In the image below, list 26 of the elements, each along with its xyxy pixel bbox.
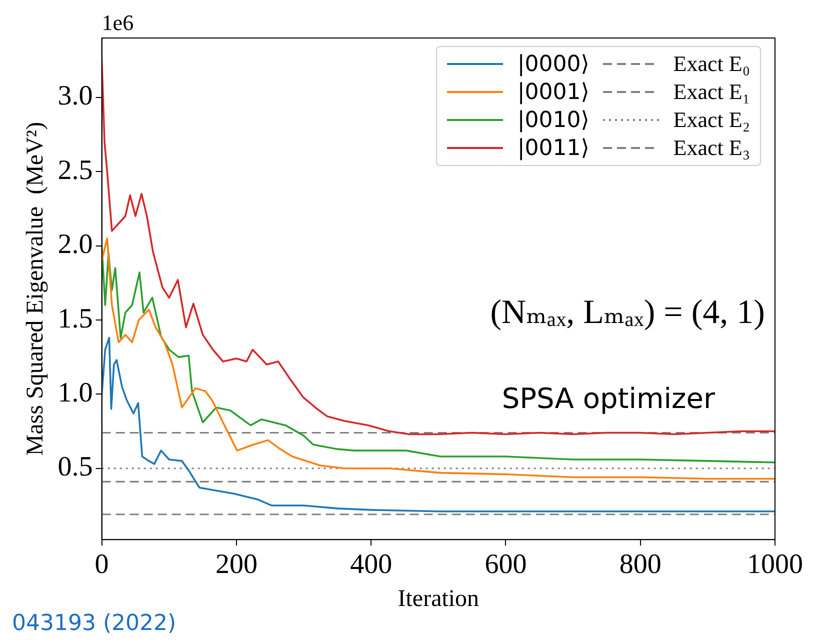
x-tick-label: 1000 — [747, 548, 803, 580]
legend-label: |0010⟩ — [517, 108, 590, 132]
y-tick-label: 1.5 — [58, 303, 93, 334]
legend-label: Exact E₁ — [673, 79, 750, 105]
y-tick-label: 1.0 — [58, 378, 93, 409]
x-tick-label: 600 — [484, 548, 527, 580]
y-tick-label: 2.0 — [58, 229, 93, 260]
x-axis-title: Iteration — [398, 586, 480, 612]
x-tick-label: 800 — [619, 548, 662, 580]
legend-label: |0011⟩ — [517, 136, 590, 160]
annotation: (Nₘₐₓ, Lₘₐₓ) = (4, 1) — [490, 294, 765, 331]
legend-label: Exact E₀ — [673, 51, 750, 77]
y-tick-label: 2.5 — [58, 154, 93, 186]
x-tick-label: 200 — [215, 548, 258, 580]
y-axis-title: Mass Squared Eigenvalue (MeV²) — [22, 122, 49, 456]
text: 1e6 — [102, 10, 134, 35]
legend-label: |0000⟩ — [517, 52, 590, 76]
legend-label: Exact E₂ — [673, 107, 750, 133]
y-tick-label: 0.5 — [58, 452, 93, 483]
x-tick-label: 0 — [94, 548, 109, 580]
x-tick-label: 400 — [350, 548, 392, 580]
y-tick-label: 3.0 — [58, 80, 93, 112]
legend-label: |0001⟩ — [517, 80, 590, 104]
annotation: SPSA optimizer — [502, 382, 716, 415]
text: 043193 (2022) — [12, 611, 176, 636]
legend-label: Exact E₃ — [673, 135, 750, 161]
